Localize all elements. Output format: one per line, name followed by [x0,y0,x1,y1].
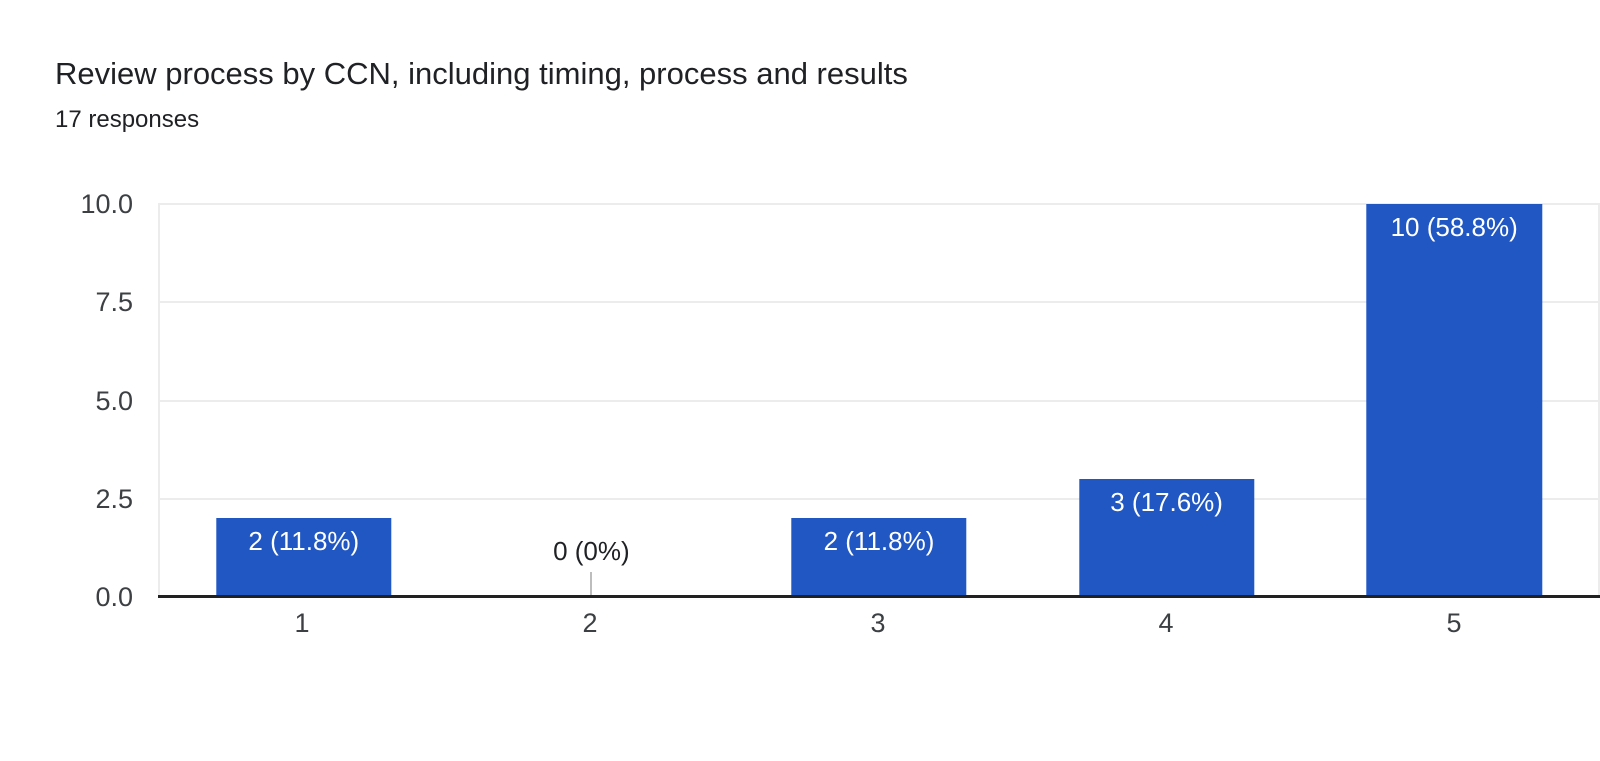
chart-title: Review process by CCN, including timing,… [55,56,908,91]
bar-slot: 0 (0%) [448,204,736,597]
x-tick-label: 5 [1446,608,1462,638]
y-tick-label: 5.0 [95,385,133,416]
gridline [158,497,1600,500]
x-tick-label: 2 [582,608,598,638]
gridline [158,301,1600,304]
y-tick-label: 0.0 [95,582,133,612]
plot-area: 2 (11.8%) 0 (0%) 2 (11.8%) 3 (17.6%) 10 (58.… [158,203,1600,598]
x-tick-label: 4 [1158,608,1174,638]
bar-value-label: 2 (11.8%) [823,526,935,557]
gridline [158,203,1600,205]
bar-slot: 10 (58.8%) [1310,204,1598,597]
zero-stub-line [590,572,593,597]
bar: 2 (11.8%) [216,518,392,597]
x-axis: 1 2 3 4 5 [158,606,1598,646]
bar: 10 (58.8%) [1366,204,1542,597]
bar-slot: 3 (17.6%) [1023,204,1311,597]
y-axis: 0.0 2.5 5.0 7.5 10.0 [0,189,133,612]
bar-value-label: 3 (17.6%) [1110,487,1223,518]
bar-slot: 2 (11.8%) [735,204,1023,597]
x-axis-baseline [158,595,1600,598]
bar: 2 (11.8%) [791,518,967,597]
bar-slot: 2 (11.8%) [160,204,448,597]
y-tick-label: 2.5 [95,483,133,514]
bar-value-label: 10 (58.8%) [1390,212,1518,242]
bar: 3 (17.6%) [1078,479,1255,597]
chart-subtitle: 17 responses [55,106,200,133]
gridline [158,399,1600,402]
x-tick-label: 1 [294,608,310,638]
zero-value-label: 0 (0%) [553,536,630,566]
y-tick-label: 7.5 [95,287,133,318]
y-tick-label: 10.0 [80,189,133,219]
x-tick-label: 3 [870,608,886,638]
bar-value-label: 2 (11.8%) [248,526,360,557]
